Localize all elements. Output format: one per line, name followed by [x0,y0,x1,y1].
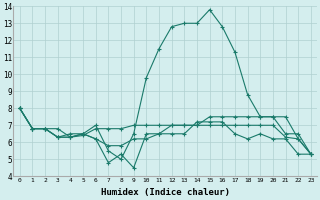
X-axis label: Humidex (Indice chaleur): Humidex (Indice chaleur) [101,188,230,197]
